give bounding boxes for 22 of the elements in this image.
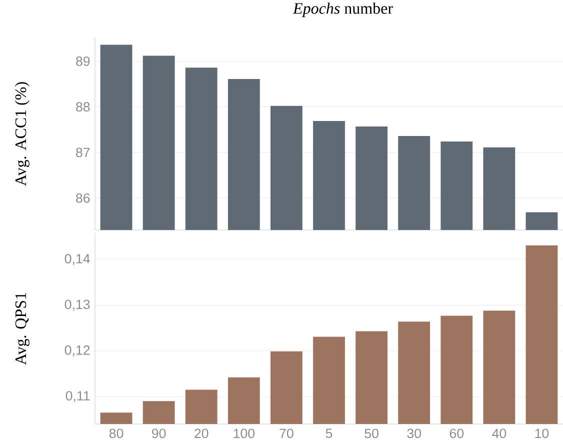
x-tick-label: 40 (492, 428, 506, 438)
x-tick-label: 30 (407, 428, 421, 438)
y-tick-label: 0,13 (64, 300, 90, 311)
x-tick-label: 60 (450, 428, 464, 438)
y-tick-label: 89 (76, 56, 90, 66)
x-tick-label: 5 (326, 428, 332, 438)
x-tick-label: 90 (152, 428, 166, 438)
y-tick-label: 0,12 (64, 345, 90, 356)
x-tick-label: 20 (194, 428, 208, 438)
x-tick-label: 10 (535, 428, 549, 438)
x-tick-label: 80 (109, 428, 124, 438)
y-tick-label: 86 (76, 193, 90, 203)
x-tick-label: 100 (234, 428, 255, 438)
y-axis-title: Avg. ACC1 (%) (14, 82, 30, 186)
y-tick-label: 87 (76, 148, 90, 158)
y-tick-label: 0,14 (64, 254, 90, 266)
y-tick-label: 88 (76, 102, 90, 112)
chart-title: Epochs number (292, 2, 393, 18)
x-tick-label: 70 (280, 428, 294, 438)
x-tick-label: 50 (364, 428, 378, 438)
y-tick-label: 0,11 (66, 391, 90, 402)
y-axis-title: Avg. QPS1 (15, 292, 30, 365)
